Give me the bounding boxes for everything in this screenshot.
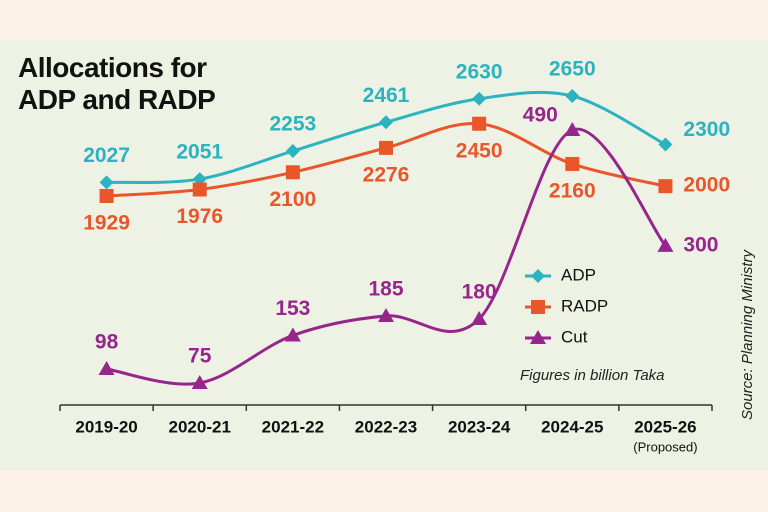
marker: [98, 360, 115, 375]
data-label: 1929: [83, 212, 130, 235]
legend-label: ADP: [561, 265, 596, 284]
marker: [658, 179, 673, 194]
marker: [99, 175, 114, 190]
marker: [284, 327, 301, 342]
legend-label: RADP: [561, 296, 608, 315]
marker: [657, 237, 674, 252]
marker: [379, 115, 393, 130]
annotation: Figures in billion Taka: [520, 367, 665, 384]
data-label: 75: [188, 345, 212, 368]
x-tick-label: 2023-24: [448, 417, 511, 436]
data-label: 2027: [83, 144, 130, 167]
marker: [378, 307, 394, 322]
x-tick-label: 2020-21: [169, 417, 231, 436]
data-label: 2100: [269, 188, 316, 211]
data-label: 300: [683, 233, 718, 256]
chart-title: Allocations for ADP and RADP: [18, 52, 216, 115]
data-label: 1976: [176, 205, 223, 228]
data-label: 2450: [456, 139, 503, 162]
data-label: 185: [368, 277, 403, 300]
data-label: 2650: [549, 58, 596, 81]
data-label: 490: [523, 104, 558, 127]
data-label: 2160: [549, 180, 596, 203]
marker: [472, 91, 487, 106]
data-label: 2276: [363, 163, 410, 186]
marker: [285, 144, 300, 159]
marker: [565, 156, 580, 171]
legend-label: Cut: [561, 327, 588, 346]
x-tick-label: 2022-23: [355, 417, 417, 436]
marker: [530, 330, 546, 344]
category-note: (Proposed): [633, 439, 697, 454]
data-label: 2461: [363, 84, 410, 107]
marker: [191, 375, 208, 389]
marker: [471, 310, 488, 325]
panel: [0, 40, 768, 470]
marker: [564, 122, 581, 136]
marker: [531, 300, 545, 314]
marker: [192, 182, 207, 197]
marker: [99, 189, 114, 203]
x-tick-label: 2025-26: [634, 417, 696, 436]
data-label: 180: [462, 281, 497, 304]
marker: [472, 116, 487, 131]
marker: [379, 140, 393, 155]
data-label: 98: [95, 331, 119, 354]
x-tick-label: 2019-20: [75, 417, 137, 436]
marker: [565, 89, 580, 103]
data-label: 2253: [269, 113, 316, 136]
data-label: 2051: [176, 141, 223, 164]
x-tick-label: 2024-25: [541, 417, 603, 436]
marker: [285, 165, 300, 180]
marker: [658, 137, 673, 152]
data-label: 2300: [683, 118, 730, 141]
data-label: 2000: [683, 174, 730, 197]
marker: [531, 269, 545, 283]
data-label: 153: [275, 297, 310, 320]
x-tick-label: 2021-22: [262, 417, 324, 436]
source: Source: Planning Ministry: [739, 248, 756, 420]
data-label: 2630: [456, 60, 503, 83]
series-line: [106, 127, 667, 386]
